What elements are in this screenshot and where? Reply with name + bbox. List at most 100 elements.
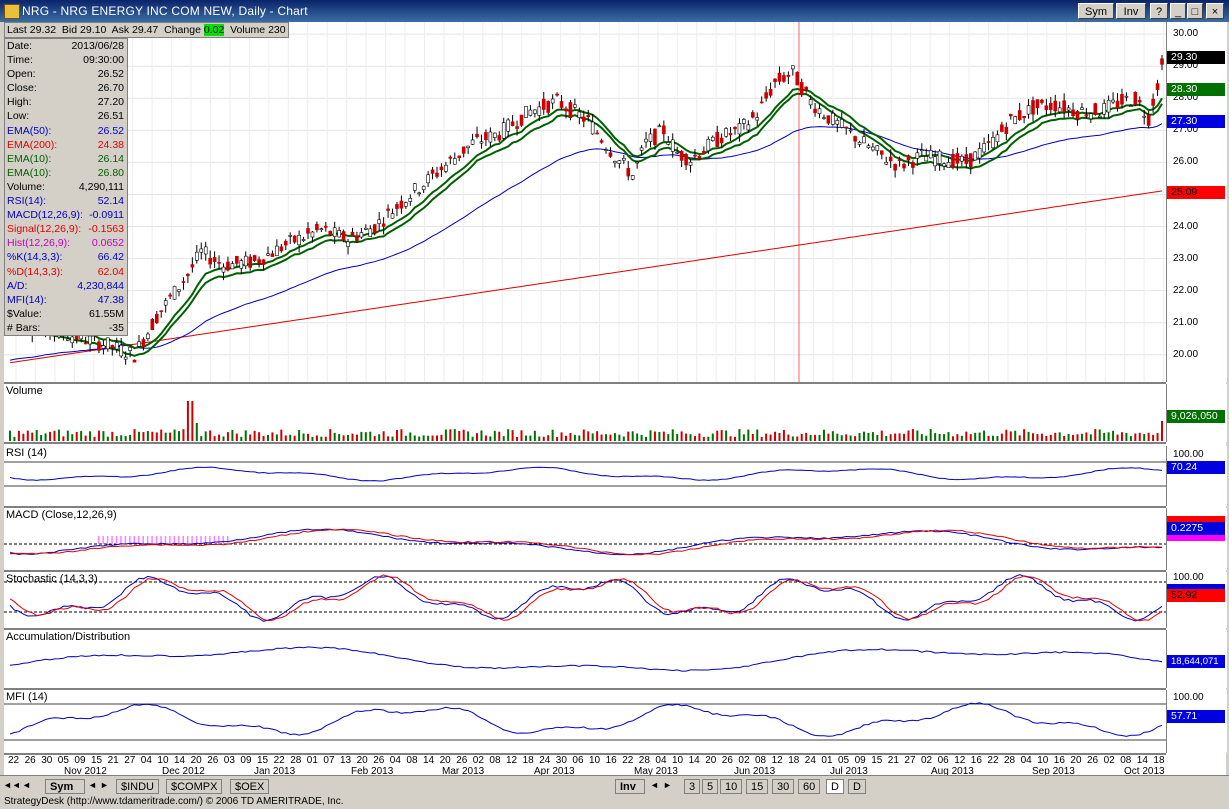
macd-histogram-bar <box>213 536 216 544</box>
inv-button[interactable]: Inv <box>1116 3 1146 19</box>
scroll-left-icon[interactable]: ◄◄ <box>3 780 21 790</box>
volume-bar <box>796 436 799 441</box>
data-window-key: %D(14,3,3): <box>7 265 64 278</box>
candle-body <box>355 235 359 241</box>
data-window-value: 47.38 <box>97 293 124 306</box>
date-day-label: 04 <box>389 755 401 766</box>
sym-tab[interactable]: Sym <box>45 779 85 794</box>
candle-body <box>1062 100 1066 113</box>
volume-bar <box>609 434 612 441</box>
date-day-label: 20 <box>1070 755 1082 766</box>
candle-body <box>332 227 337 237</box>
window-title: NRG - NRG ENERGY INC COM NEW, Daily - Ch… <box>22 4 308 18</box>
minimize-icon[interactable]: _ <box>1170 3 1186 19</box>
symbol-tab-oex[interactable]: $OEX <box>230 779 270 794</box>
candle-body <box>1004 126 1009 134</box>
maximize-icon[interactable]: □ <box>1187 3 1203 19</box>
next-symbol-icon[interactable]: ► <box>100 780 109 790</box>
interval-tab-5[interactable]: 5 <box>702 779 719 794</box>
price-axis-label: 27.00 <box>1173 124 1199 136</box>
price-tag: 28.30 <box>1167 82 1225 96</box>
inv-tab[interactable]: Inv <box>615 779 645 794</box>
volume-pane[interactable]: Volume <box>4 384 1166 444</box>
candle-body <box>1053 100 1058 112</box>
price-axis-label: 28.00 <box>1173 92 1199 104</box>
volume-bar <box>738 429 741 441</box>
volume-bar <box>347 435 350 441</box>
interval-tab-d[interactable]: D <box>848 779 866 794</box>
price-pane[interactable]: Last 29.32 Bid 29.10 Ask 29.47 Change 0.… <box>4 22 1166 384</box>
volume-bar <box>284 435 287 441</box>
candle-body <box>452 158 457 165</box>
interval-tab-30[interactable]: 30 <box>772 779 795 794</box>
symbol-tab-indu[interactable]: $INDU <box>116 779 160 794</box>
candle-body <box>595 132 599 135</box>
candle-body <box>528 109 533 116</box>
candle-body <box>795 71 800 86</box>
candle-body <box>626 167 631 177</box>
candle-body <box>848 129 853 132</box>
scroll-left-small-icon[interactable]: ◄ <box>22 780 31 790</box>
macd-histogram-bar <box>146 536 149 544</box>
interval-tab-d-active[interactable]: D <box>826 779 844 794</box>
interval-tab-15[interactable]: 15 <box>746 779 769 794</box>
candle-body <box>297 234 301 246</box>
volume-bar <box>62 436 65 441</box>
volume-bar <box>587 431 590 441</box>
volume-bar <box>115 436 118 441</box>
macd-histogram-bar <box>200 536 202 544</box>
candle-body <box>212 257 217 262</box>
volume-bar <box>489 436 492 441</box>
chart-area[interactable]: Last 29.32 Bid 29.10 Ask 29.47 Change 0.… <box>4 22 1227 777</box>
candle-body <box>519 114 524 126</box>
interval-tab-3[interactable]: 3 <box>684 779 701 794</box>
volume-bar <box>831 431 834 441</box>
rsi-pane[interactable]: RSI (14) <box>4 446 1166 508</box>
candle-body <box>715 132 720 147</box>
candle-body <box>510 121 515 126</box>
sym-button[interactable]: Sym <box>1078 3 1114 19</box>
ad-pane[interactable]: Accumulation/Distribution <box>4 630 1166 690</box>
symbol-tab-compx[interactable]: $COMPX <box>166 779 223 794</box>
close-icon[interactable]: × <box>1206 3 1224 19</box>
candle-body <box>657 125 662 128</box>
candle-body <box>977 148 982 159</box>
volume-bar <box>129 434 132 441</box>
mfi-pane[interactable]: MFI (14) <box>4 690 1166 755</box>
volume-bar <box>133 429 136 441</box>
candle-body <box>1160 58 1164 65</box>
prev-symbol-icon[interactable]: ◄ <box>88 780 97 790</box>
stochastic-axis: 100.00 52.92 <box>1166 572 1227 628</box>
candle-body <box>97 341 101 351</box>
candle-body <box>622 158 626 161</box>
help-icon[interactable]: ? <box>1150 3 1168 19</box>
stochastic-pane[interactable]: Stochastic (14,3,3) <box>4 572 1166 630</box>
candle-body <box>1022 116 1026 119</box>
volume-bar <box>280 429 283 441</box>
mfi-axis-top: 100.00 <box>1173 692 1204 703</box>
stoch-d-line <box>9 574 1163 622</box>
volume-bar <box>605 434 608 441</box>
volume-bar <box>44 433 47 441</box>
interval-tab-10[interactable]: 10 <box>720 779 743 794</box>
macd-axis: 0.2275 <box>1166 508 1227 570</box>
interval-tab-60[interactable]: 60 <box>798 779 821 794</box>
macd-pane[interactable]: MACD (Close,12,26,9) <box>4 508 1166 572</box>
volume-bar <box>934 433 937 441</box>
volume-bar <box>169 432 172 441</box>
volume-bar <box>507 429 510 441</box>
volume-bar <box>22 433 25 441</box>
data-window-key: MFI(14): <box>7 293 47 306</box>
next-interval-icon[interactable]: ► <box>663 780 672 790</box>
macd-histogram-bar <box>195 536 198 544</box>
candle-body <box>466 145 470 149</box>
candle-body <box>902 164 906 169</box>
candle-body <box>221 266 226 273</box>
volume-bar <box>742 434 745 441</box>
candle-body <box>439 166 444 171</box>
macd-histogram-bar <box>102 536 104 544</box>
candle-body <box>875 145 880 151</box>
date-day-label: 02 <box>738 755 750 766</box>
prev-interval-icon[interactable]: ◄ <box>650 780 659 790</box>
candle-body <box>857 142 862 145</box>
